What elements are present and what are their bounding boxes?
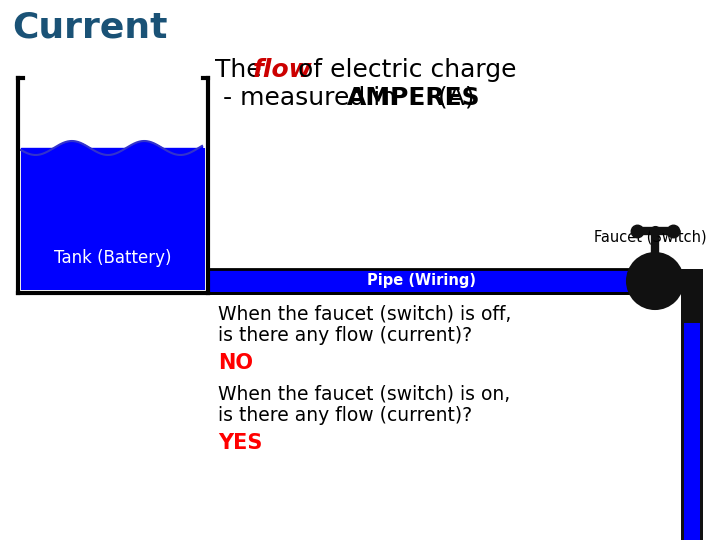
Text: (A): (A) [430, 86, 474, 110]
Text: Tank (Battery): Tank (Battery) [54, 249, 172, 267]
Text: - measured in: - measured in [215, 86, 404, 110]
Bar [684, 323, 700, 540]
Text: Pipe (Wiring): Pipe (Wiring) [367, 273, 476, 288]
Text: Current: Current [12, 10, 168, 44]
Bar [208, 269, 635, 293]
Text: is there any flow (current)?: is there any flow (current)? [218, 406, 472, 425]
Text: is there any flow (current)?: is there any flow (current)? [218, 326, 472, 345]
Text: of electric charge: of electric charge [290, 58, 516, 82]
Bar [681, 323, 703, 540]
Text: The: The [215, 58, 269, 82]
Text: AMPERES: AMPERES [347, 86, 481, 110]
Text: flow: flow [253, 58, 312, 82]
Text: When the faucet (switch) is on,: When the faucet (switch) is on, [218, 385, 510, 404]
Circle shape [627, 253, 683, 309]
Bar [681, 269, 703, 323]
Bar [21, 148, 205, 290]
Text: Faucet (Switch): Faucet (Switch) [595, 230, 707, 245]
Text: NO: NO [218, 353, 253, 373]
Text: When the faucet (switch) is off,: When the faucet (switch) is off, [218, 305, 511, 324]
Text: YES: YES [218, 433, 262, 453]
